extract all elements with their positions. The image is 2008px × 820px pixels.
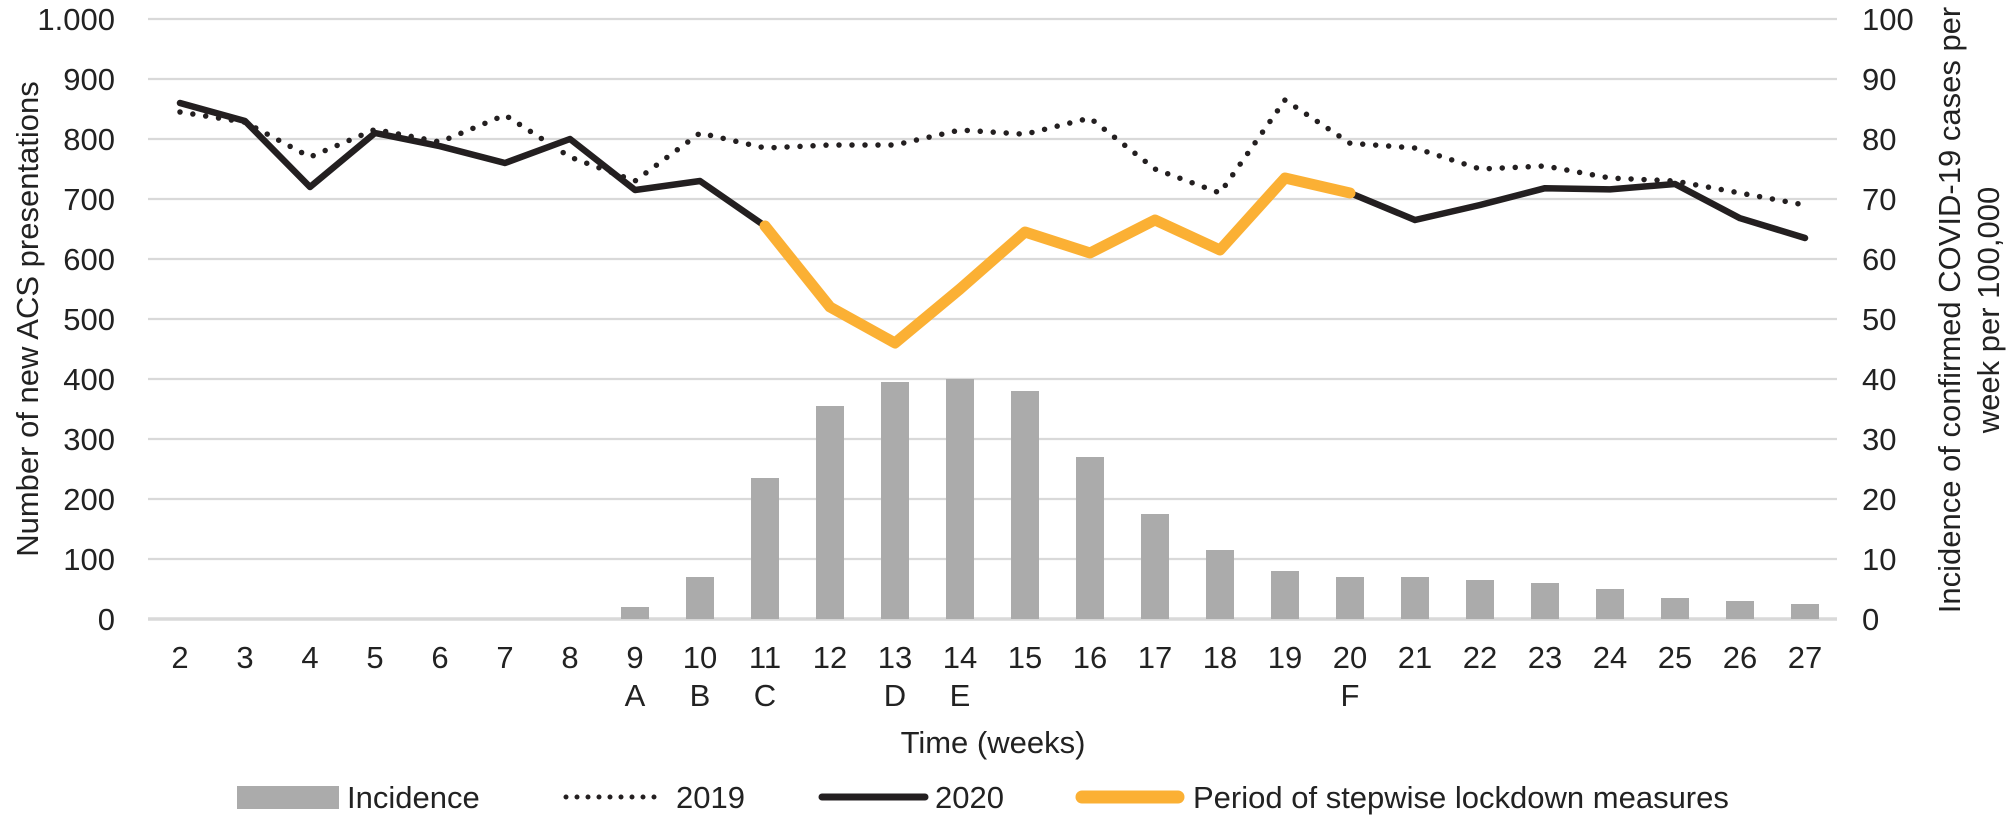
right-tick-10: 10 (1862, 542, 1896, 577)
bar-week-25 (1661, 598, 1689, 619)
week-label-23: 23 (1528, 640, 1562, 675)
right-axis-title-line1: Incidence of confirmed COVID-19 cases pe… (1932, 7, 1967, 614)
bar-week-14 (946, 379, 974, 619)
left-tick-900: 900 (63, 62, 115, 97)
week-label-18: 18 (1203, 640, 1237, 675)
series-2019-line (177, 96, 1808, 208)
legend-incidence-swatch (237, 786, 339, 809)
left-tick-800: 800 (63, 122, 115, 157)
week-label-16: 16 (1073, 640, 1107, 675)
left-axis-tick-labels: 0 100 200 300 400 500 600 700 800 900 1.000 (37, 2, 115, 637)
legend-2020-label: 2020 (935, 780, 1004, 815)
annotation-letter-D: D (884, 678, 906, 713)
annotation-letter-F: F (1341, 678, 1360, 713)
bar-week-16 (1076, 457, 1104, 619)
week-label-11: 11 (749, 640, 781, 675)
week-label-13: 13 (878, 640, 912, 675)
bar-week-18 (1206, 550, 1234, 619)
bar-week-10 (686, 577, 714, 619)
right-axis-tick-labels: 0 10 20 30 40 50 60 70 80 90 100 (1862, 2, 1914, 637)
week-label-9: 9 (626, 640, 643, 675)
right-tick-60: 60 (1862, 242, 1896, 277)
week-label-7: 7 (496, 640, 513, 675)
week-label-12: 12 (813, 640, 847, 675)
right-tick-100: 100 (1862, 2, 1914, 37)
legend-incidence-label: Incidence (347, 780, 480, 815)
left-tick-200: 200 (63, 482, 115, 517)
week-labels: 2 3 4 5 6 7 8 9 10 11 12 13 14 15 16 17 18 19 20 21 22 23 24 25… (171, 640, 1822, 675)
week-label-21: 21 (1398, 640, 1432, 675)
bar-week-23 (1531, 583, 1559, 619)
left-axis-title: Number of new ACS presentations (10, 81, 45, 557)
bar-week-26 (1726, 601, 1754, 619)
week-label-24: 24 (1593, 640, 1627, 675)
left-tick-600: 600 (63, 242, 115, 277)
annotation-letter-C: C (754, 678, 776, 713)
left-tick-400: 400 (63, 362, 115, 397)
week-label-10: 10 (683, 640, 717, 675)
bar-week-21 (1401, 577, 1429, 619)
right-tick-80: 80 (1862, 122, 1896, 157)
legend-lockdown-label: Period of stepwise lockdown measures (1193, 780, 1729, 815)
bar-week-27 (1791, 604, 1819, 619)
left-tick-500: 500 (63, 302, 115, 337)
right-tick-30: 30 (1862, 422, 1896, 457)
week-label-8: 8 (561, 640, 578, 675)
bar-week-15 (1011, 391, 1039, 619)
right-tick-20: 20 (1862, 482, 1896, 517)
bar-week-9 (621, 607, 649, 619)
right-tick-90: 90 (1862, 62, 1896, 97)
week-label-27: 27 (1788, 640, 1822, 675)
week-label-14: 14 (943, 640, 977, 675)
week-label-3: 3 (236, 640, 253, 675)
week-label-4: 4 (301, 640, 318, 675)
bar-week-20 (1336, 577, 1364, 619)
right-tick-70: 70 (1862, 182, 1896, 217)
bar-week-17 (1141, 514, 1169, 619)
bar-week-11 (751, 478, 779, 619)
week-label-17: 17 (1138, 640, 1172, 675)
week-label-22: 22 (1463, 640, 1497, 675)
week-label-20: 20 (1333, 640, 1367, 675)
right-tick-0: 0 (1862, 602, 1879, 637)
left-tick-0: 0 (98, 602, 115, 637)
week-label-25: 25 (1658, 640, 1692, 675)
legend: Incidence 2019 2020 Period of stepwise l… (237, 780, 1729, 815)
x-axis-title: Time (weeks) (901, 725, 1086, 760)
week-label-6: 6 (431, 640, 448, 675)
week-label-15: 15 (1008, 640, 1042, 675)
annotation-letter-E: E (950, 678, 971, 713)
bar-week-19 (1271, 571, 1299, 619)
right-tick-50: 50 (1862, 302, 1896, 337)
annotation-letter-A: A (625, 678, 646, 713)
right-axis-title-line2: week per 100,000 (1971, 187, 2006, 434)
left-tick-1.000: 1.000 (37, 2, 115, 37)
annotation-letter-B: B (690, 678, 711, 713)
left-tick-700: 700 (63, 182, 115, 217)
legend-2019-label: 2019 (676, 780, 745, 815)
letter-annotations: A B C D E F (625, 678, 1360, 713)
week-label-2: 2 (171, 640, 188, 675)
right-tick-40: 40 (1862, 362, 1896, 397)
series-lockdown-line (759, 172, 1356, 349)
bar-week-24 (1596, 589, 1624, 619)
incidence-bars (621, 379, 1819, 619)
bar-week-13 (881, 382, 909, 619)
week-label-19: 19 (1268, 640, 1302, 675)
week-label-26: 26 (1723, 640, 1757, 675)
week-label-5: 5 (366, 640, 383, 675)
left-tick-100: 100 (63, 542, 115, 577)
gridlines (148, 17, 1837, 621)
bar-week-12 (816, 406, 844, 619)
bar-week-22 (1466, 580, 1494, 619)
left-tick-300: 300 (63, 422, 115, 457)
